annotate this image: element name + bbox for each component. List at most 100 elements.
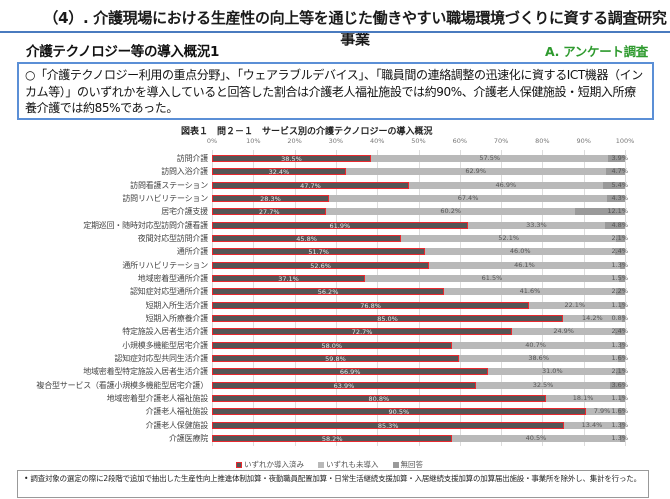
bar-row: 45.8% 52.1% 2.1% (212, 233, 628, 243)
bar-row: 58.2% 40.5% 1.3% (212, 434, 628, 443)
chart-legend: いずれか導入済み いずれも未導入 無回答 (236, 459, 423, 470)
summary-text: ○「介護テクノロジー利用の重点分野」、「ウェアラブルデバイス」、「職員間の連絡調… (25, 68, 643, 115)
bar-row: 28.3% 67.4% 4.3% (212, 194, 628, 203)
bar-segment: 47.7% (212, 181, 409, 190)
bar-segment: 61.5% (365, 273, 619, 282)
bar-segment: 22.1% (529, 300, 621, 309)
data-label: 2.1% (611, 367, 628, 376)
gridline (377, 150, 379, 446)
bar-segment (615, 288, 625, 296)
footnote-box: • 調査対象の選定の際に2段階で追加で抽出した生産性向上推進体制加算・夜勤職員配… (17, 470, 649, 498)
bar-row: 85.3% 13.4% 1.3% (212, 421, 628, 430)
category-label: 認知症対応型共同生活介護 (114, 353, 208, 363)
bar-segment (605, 221, 625, 229)
data-label: 32.4% (268, 168, 290, 177)
bar-segment: 27.7% (212, 208, 327, 216)
summary-box: ○「介護テクノロジー利用の重点分野」、「ウェアラブルデバイス」、「職員間の連絡調… (17, 62, 654, 120)
data-label: 28.3% (260, 194, 281, 203)
bar-segment: 46.9% (409, 181, 603, 189)
data-label: 80.8% (368, 394, 390, 403)
bar-segment: 46.0% (425, 247, 616, 256)
data-label: 58.0% (321, 341, 343, 350)
data-label: 32.5% (532, 380, 554, 389)
section-title: 介護テクノロジー等の導入概況1 (26, 44, 220, 60)
x-tick-label: 100% (615, 137, 635, 145)
gridline (583, 150, 585, 446)
bar-row: 76.8% 22.1% 1.1% (212, 300, 628, 310)
bar-segment: 52.1% (401, 233, 617, 242)
bar-segment (605, 168, 625, 176)
data-label: 1.1% (611, 300, 628, 309)
data-label: 61.5% (481, 273, 503, 282)
chart-title: 図表１ 問２－１ サービス別の介護テクノロジーの導入概況 (181, 127, 433, 137)
category-label: 訪問入浴介護 (161, 167, 208, 177)
data-label: 90.5% (388, 408, 410, 417)
bar-segment: 31.0% (488, 367, 617, 376)
bar-segment (619, 421, 625, 429)
data-label: 46.0% (509, 247, 531, 256)
data-label: 52.1% (498, 233, 520, 242)
x-tick-label: 10% (246, 137, 261, 145)
bar-segment: 51.7% (212, 248, 426, 256)
category-label: 地域密着型通所介護 (137, 273, 208, 283)
bar-segment (610, 381, 625, 389)
bar-segment: 37.1% (212, 274, 366, 283)
data-label: 1.5% (611, 273, 628, 282)
data-label: 47.7% (300, 181, 321, 190)
bar-row: 51.7% 46.0% 2.4% (212, 247, 628, 256)
bar-segment: 13.4% (564, 421, 620, 429)
bar-row: 58.0% 40.7% 1.3% (212, 340, 628, 350)
bar-segment: 45.8% (212, 234, 402, 243)
bar-segment (607, 194, 625, 202)
data-label: 2.1% (611, 233, 628, 242)
data-label: 60.2% (440, 207, 462, 216)
data-label: 66.9% (339, 368, 361, 377)
bar-segment: 85.0% (212, 314, 564, 323)
data-label: 2.4% (611, 327, 628, 336)
bar-segment: 67.4% (328, 194, 608, 202)
data-label: 37.1% (278, 274, 299, 283)
category-label: 訪問介護 (176, 154, 208, 163)
category-label: 短期入所生活介護 (145, 300, 209, 310)
bar-segment: 32.4% (212, 168, 346, 177)
bar-row: 61.9% 33.3% 4.8% (212, 220, 628, 230)
data-label: 22.1% (564, 300, 586, 309)
bar-segment: 85.3% (212, 421, 565, 430)
category-label: 訪問看護ステーション (130, 180, 208, 190)
bar-segment: 38.6% (458, 353, 619, 362)
bar-segment: 60.2% (326, 207, 576, 216)
bar-segment: 40.5% (452, 434, 620, 442)
gridline (212, 150, 213, 446)
category-label: 地域密着型特定施設入居者生活介護 (83, 367, 208, 377)
data-label: 2.4% (611, 247, 628, 256)
data-label: 1.6% (611, 407, 628, 416)
bar-row: 90.5% 7.9% 1.6% (212, 407, 628, 417)
bar-segment (618, 408, 625, 416)
bar-row: 72.7% 24.9% 2.4% (212, 327, 628, 336)
data-label: 18.1% (572, 393, 594, 402)
bar-segment: 40.7% (451, 340, 620, 349)
gridline (501, 150, 503, 446)
x-tick-label: 70% (493, 137, 509, 145)
bar-row: 32.4% 62.9% 4.7% (212, 167, 628, 177)
data-label: 41.6% (519, 287, 541, 296)
data-label: 85.3% (377, 421, 399, 430)
gridline (294, 150, 296, 446)
bar-row: 59.8% 38.6% 1.6% (212, 353, 628, 363)
gridline (418, 150, 420, 446)
category-label: 居宅介護支援 (161, 207, 208, 217)
data-label: 58.2% (321, 434, 343, 443)
gridline (459, 150, 461, 446)
bar-segment: 72.7% (212, 328, 513, 336)
bar-row: 52.6% 46.1% 1.3% (212, 260, 628, 270)
data-label: 4.7% (611, 167, 628, 176)
data-label: 7.9% (593, 407, 611, 416)
bar-segment: 14.2% (563, 314, 622, 322)
data-label: 4.8% (611, 220, 628, 229)
data-label: 1.3% (611, 260, 628, 269)
category-label: 認知症対応型通所介護 (130, 287, 208, 297)
x-tick-label: 50% (411, 137, 426, 145)
data-label: 62.9% (465, 167, 486, 176)
data-label: 38.6% (528, 353, 549, 362)
data-label: 40.7% (525, 340, 546, 349)
